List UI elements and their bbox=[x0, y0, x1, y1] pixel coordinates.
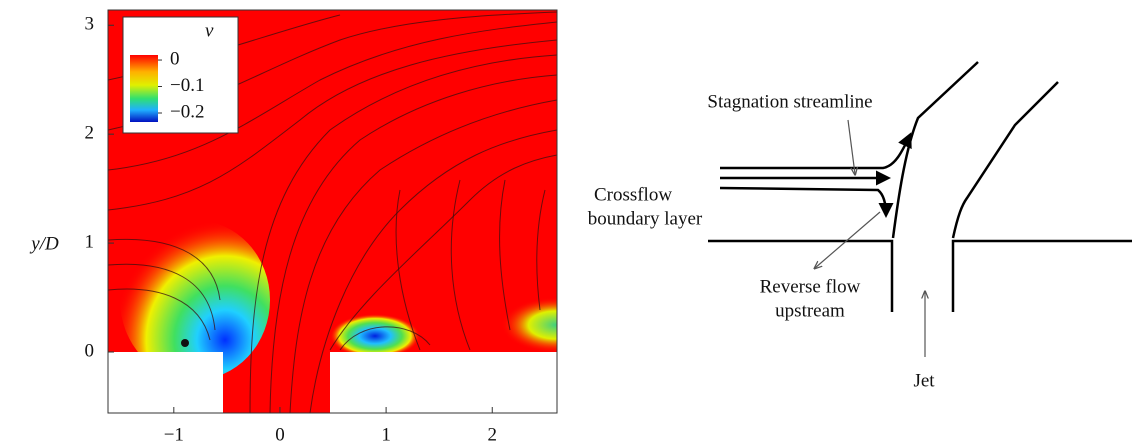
streamline-arrow bbox=[719, 186, 894, 218]
contour-region bbox=[490, 297, 557, 353]
wall bbox=[330, 352, 557, 413]
streamlines bbox=[108, 11, 557, 413]
y-tick-label: 0 bbox=[85, 340, 95, 361]
diagram-label: upstream bbox=[775, 300, 845, 321]
colorbar-label: v bbox=[205, 20, 214, 41]
vortex-core bbox=[181, 339, 189, 347]
jet-boundary bbox=[951, 81, 1059, 239]
x-tick-label: 1 bbox=[381, 424, 391, 445]
plot-frame bbox=[107, 9, 558, 414]
wall bbox=[108, 352, 223, 413]
x-tick-label: 2 bbox=[488, 424, 498, 445]
colorbar-tick-label: −0.2 bbox=[170, 101, 204, 122]
pointer bbox=[847, 119, 855, 174]
diagram-label: Stagnation streamline bbox=[707, 91, 872, 112]
contour-region bbox=[120, 220, 270, 380]
diagram: Stagnation streamline Crossflow boundary… bbox=[588, 61, 1132, 391]
jet-boundary bbox=[891, 61, 979, 239]
diagram-label: Crossflow bbox=[594, 184, 672, 205]
colorbar-tick-label: 0 bbox=[170, 48, 180, 69]
diagram-label: boundary layer bbox=[588, 208, 703, 229]
contour-region bbox=[330, 314, 420, 358]
streamline-arrow bbox=[720, 132, 912, 170]
y-axis-label: y/D bbox=[29, 233, 59, 254]
contour-plot bbox=[108, 10, 557, 413]
diagram-label: Reverse flow bbox=[760, 276, 861, 297]
colorbar bbox=[130, 55, 158, 122]
x-tick-label: −1 bbox=[164, 424, 184, 445]
pointer bbox=[815, 211, 881, 268]
y-tick-label: 1 bbox=[85, 231, 95, 252]
y-tick-label: 3 bbox=[85, 14, 95, 35]
x-tick-label: 0 bbox=[275, 424, 285, 445]
wall-line bbox=[708, 239, 894, 312]
colorbar-tick-label: −0.1 bbox=[170, 75, 204, 96]
y-tick-label: 2 bbox=[85, 123, 95, 144]
diagram-label: Jet bbox=[913, 370, 935, 391]
wall-line bbox=[951, 239, 1132, 312]
